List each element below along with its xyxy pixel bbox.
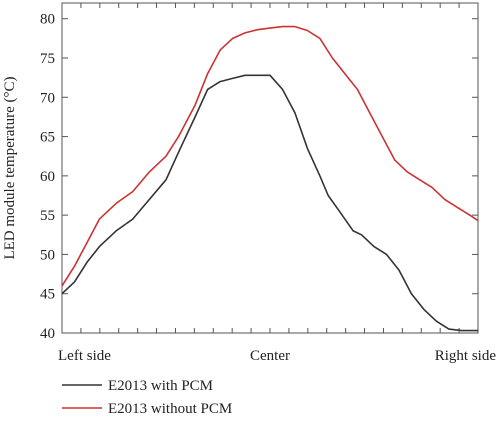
series-line-2 [61,25,479,287]
y-tick-label: 65 [40,130,55,146]
y-axis: 40 45 50 55 60 65 70 75 80 [40,12,478,342]
y-tick-label: 55 [40,208,55,224]
y-axis-title: LED module temperature (°C) [2,76,18,259]
y-tick-label: 70 [40,90,55,106]
y-tick-label: 45 [40,287,55,303]
legend-label: E2013 with PCM [108,378,213,394]
legend: E2013 with PCM E2013 without PCM [62,378,232,417]
x-tick-label: Right side [435,348,497,364]
legend-label: E2013 without PCM [108,401,232,417]
x-tick-label: Center [250,348,290,364]
plot-frame [61,2,479,334]
x-tick-label: Left side [58,348,111,364]
y-tick-label: 75 [40,51,55,67]
y-tick-label: 40 [40,326,55,342]
y-tick-label: 60 [40,169,55,185]
series-lines [61,25,479,332]
y-tick-label: 80 [40,12,55,28]
y-tick-label: 50 [40,247,55,263]
series-line-1 [61,74,478,332]
x-axis: Left side Center Right side [58,3,496,364]
